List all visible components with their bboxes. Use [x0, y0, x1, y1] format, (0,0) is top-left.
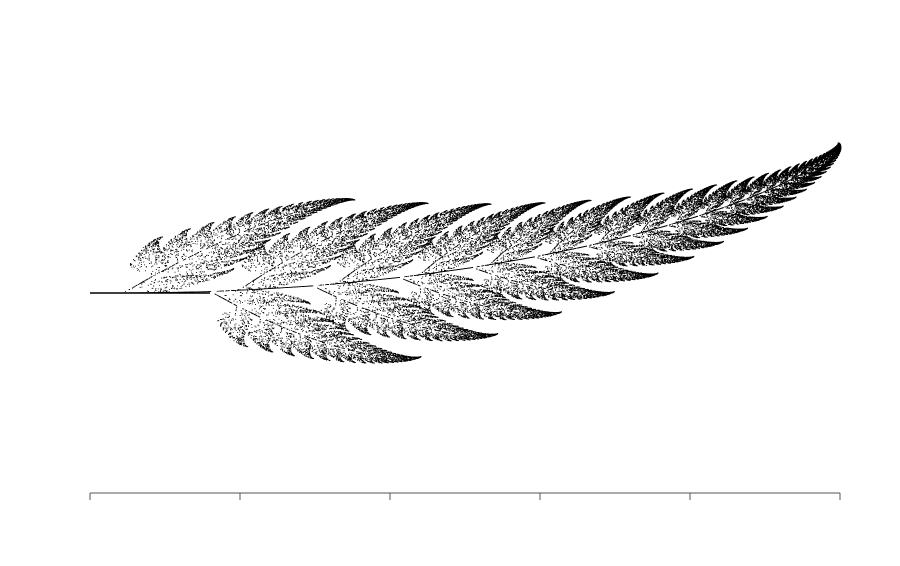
fern-dots [90, 142, 842, 364]
bottom-axis [89, 492, 841, 500]
fern-point-cloud [90, 142, 842, 364]
